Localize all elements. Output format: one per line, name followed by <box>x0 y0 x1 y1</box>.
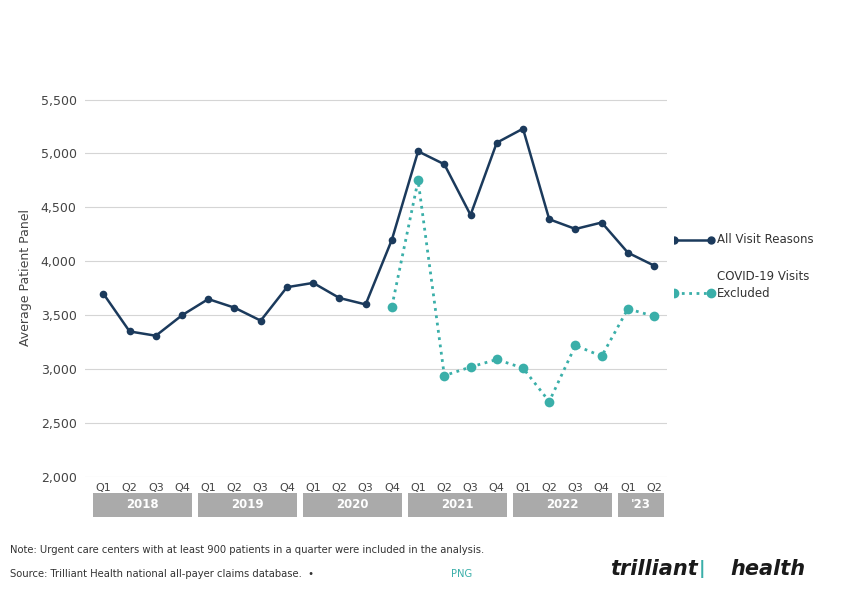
Text: Source: Trilliant Health national all-payer claims database.  •: Source: Trilliant Health national all-pa… <box>10 569 317 579</box>
Text: COVID-19 Visits
Excluded: COVID-19 Visits Excluded <box>717 269 809 299</box>
Text: All Visit Reasons: All Visit Reasons <box>717 233 813 246</box>
FancyBboxPatch shape <box>94 493 192 517</box>
Y-axis label: Average Patient Panel: Average Patient Panel <box>20 209 32 346</box>
FancyBboxPatch shape <box>198 493 297 517</box>
Text: FIGURE 3.: FIGURE 3. <box>10 25 92 40</box>
Text: 2021: 2021 <box>441 498 473 511</box>
Text: health: health <box>730 559 806 579</box>
Text: 2018: 2018 <box>127 498 159 511</box>
Text: 2020: 2020 <box>337 498 369 511</box>
Text: Average Quarterly Urgent Care Patient Panel Over Time, Q1 2018-Q2 2023: Average Quarterly Urgent Care Patient Pa… <box>83 25 642 40</box>
Text: trilliant: trilliant <box>610 559 698 579</box>
Text: '23: '23 <box>631 498 651 511</box>
FancyBboxPatch shape <box>618 493 664 517</box>
FancyBboxPatch shape <box>408 493 507 517</box>
Text: PNG: PNG <box>450 569 472 579</box>
FancyBboxPatch shape <box>303 493 402 517</box>
Text: |: | <box>699 560 705 578</box>
FancyBboxPatch shape <box>513 493 612 517</box>
Text: 2022: 2022 <box>546 498 579 511</box>
Text: Note: Urgent care centers with at least 900 patients in a quarter were included : Note: Urgent care centers with at least … <box>10 545 484 556</box>
Text: 2019: 2019 <box>231 498 264 511</box>
